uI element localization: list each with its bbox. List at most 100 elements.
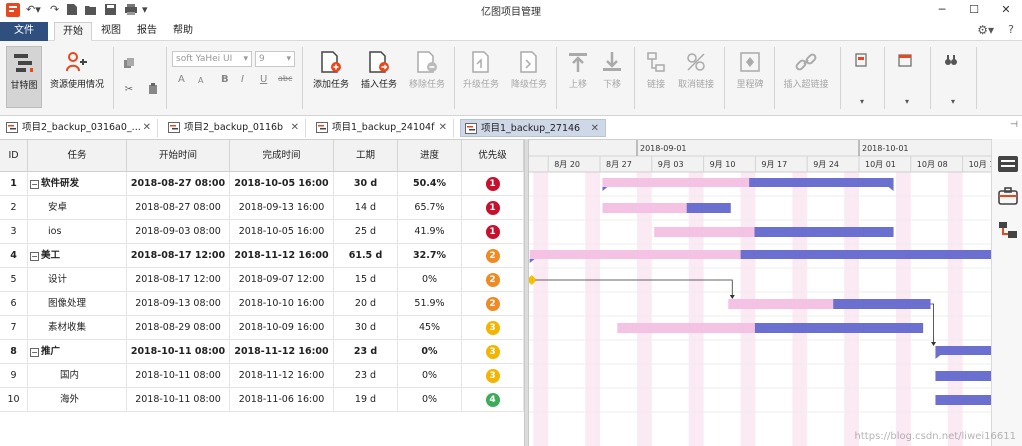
cell-start[interactable]: 2018-10-11 08:00 <box>127 364 230 388</box>
tab-view[interactable]: 视图 <box>101 25 121 36</box>
cell-task[interactable]: 设计 <box>28 268 127 292</box>
redo-icon[interactable]: ↷ <box>50 3 60 16</box>
collapse-icon[interactable]: − <box>30 348 39 357</box>
column-header-duration[interactable]: 工期 <box>334 140 398 172</box>
pane-splitter[interactable] <box>524 139 529 446</box>
copy-icon[interactable] <box>122 57 136 71</box>
doc-tab[interactable]: 项目2_backup_0316a0_... ✕ <box>2 119 158 137</box>
cell-end[interactable]: 2018-11-06 16:00 <box>230 388 334 412</box>
move-up-button[interactable]: 上移 <box>562 46 594 108</box>
resource-usage-button[interactable]: 资源使用情况 <box>46 46 108 108</box>
cell-start[interactable]: 2018-10-11 08:00 <box>127 388 230 412</box>
cell-progress[interactable]: 65.7% <box>398 196 462 220</box>
new-icon[interactable] <box>66 3 78 17</box>
cell-duration[interactable]: 30 d <box>334 172 398 196</box>
close-tab-icon[interactable]: ✕ <box>590 123 599 134</box>
strikethrough-button[interactable]: abc <box>278 74 293 83</box>
calendar-icon[interactable] <box>898 53 912 67</box>
remove-task-button[interactable]: 移除任务 <box>404 46 450 108</box>
cell-priority[interactable]: 1 <box>462 172 524 196</box>
cell-priority[interactable]: 2 <box>462 292 524 316</box>
cell-duration[interactable]: 15 d <box>334 268 398 292</box>
cell-end[interactable]: 2018-11-12 16:00 <box>230 244 334 268</box>
cell-progress[interactable]: 50.4% <box>398 172 462 196</box>
resource-icon[interactable] <box>997 219 1019 241</box>
doc-tab[interactable]: 项目1_backup_24104f ✕ <box>312 119 454 137</box>
column-header-end[interactable]: 完成时间 <box>230 140 334 172</box>
cell-start[interactable]: 2018-09-03 08:00 <box>127 220 230 244</box>
cell-id[interactable]: 7 <box>0 316 28 340</box>
cell-task[interactable]: − 推广 <box>28 340 127 364</box>
font-family-select[interactable]: soft YaHei UI ▾ <box>172 51 252 67</box>
close-tab-icon[interactable]: ✕ <box>438 122 447 133</box>
table-row[interactable]: 6 图像处理 2018-09-13 08:00 2018-10-10 16:00 20 … <box>0 292 524 316</box>
maximize-icon[interactable]: ☐ <box>969 3 979 16</box>
cell-task[interactable]: 安卓 <box>28 196 127 220</box>
cell-priority[interactable]: 3 <box>462 316 524 340</box>
cell-id[interactable]: 5 <box>0 268 28 292</box>
cell-task[interactable]: 海外 <box>28 388 127 412</box>
cell-start[interactable]: 2018-08-27 08:00 <box>127 172 230 196</box>
cell-progress[interactable]: 51.9% <box>398 292 462 316</box>
cell-id[interactable]: 2 <box>0 196 28 220</box>
table-row[interactable]: 3 ios 2018-09-03 08:00 2018-10-05 16:00 25 d… <box>0 220 524 244</box>
insert-task-button[interactable]: 插入任务 <box>356 46 402 108</box>
cell-id[interactable]: 6 <box>0 292 28 316</box>
cell-priority[interactable]: 3 <box>462 340 524 364</box>
cell-duration[interactable]: 14 d <box>334 196 398 220</box>
table-row[interactable]: 10 海外 2018-10-11 08:00 2018-11-06 16:00 19 d… <box>0 388 524 412</box>
cell-start[interactable]: 2018-08-27 08:00 <box>127 196 230 220</box>
milestone-button[interactable]: 里程碑 <box>730 46 770 108</box>
cell-task[interactable]: − 美工 <box>28 244 127 268</box>
cell-end[interactable]: 2018-10-10 16:00 <box>230 292 334 316</box>
cell-duration[interactable]: 30 d <box>334 316 398 340</box>
cell-progress[interactable]: 45% <box>398 316 462 340</box>
collapse-icon[interactable]: − <box>30 180 39 189</box>
save-icon[interactable] <box>104 3 117 17</box>
cell-end[interactable]: 2018-10-09 16:00 <box>230 316 334 340</box>
cell-task[interactable]: ios <box>28 220 127 244</box>
doc-tab[interactable]: 项目2_backup_0116b ✕ <box>164 119 306 137</box>
tab-start[interactable]: 开始 <box>54 22 92 41</box>
cell-duration[interactable]: 23 d <box>334 364 398 388</box>
cell-id[interactable]: 10 <box>0 388 28 412</box>
cell-progress[interactable]: 0% <box>398 340 462 364</box>
italic-button[interactable]: I <box>241 74 244 85</box>
open-icon[interactable] <box>84 3 98 17</box>
cell-duration[interactable]: 23 d <box>334 340 398 364</box>
downgrade-task-button[interactable]: 降级任务 <box>506 46 552 108</box>
cell-progress[interactable]: 0% <box>398 388 462 412</box>
briefcase-icon[interactable] <box>997 185 1019 207</box>
font-size-select[interactable]: 9 ▾ <box>255 51 295 67</box>
cell-task[interactable]: 素材收集 <box>28 316 127 340</box>
cell-progress[interactable]: 41.9% <box>398 220 462 244</box>
cell-id[interactable]: 1 <box>0 172 28 196</box>
minimize-icon[interactable]: ─ <box>938 3 946 16</box>
cell-task[interactable]: − 软件研发 <box>28 172 127 196</box>
cell-duration[interactable]: 20 d <box>334 292 398 316</box>
bold-button[interactable]: B <box>221 74 229 85</box>
close-tab-icon[interactable]: ✕ <box>290 122 299 133</box>
cell-end[interactable]: 2018-11-12 16:00 <box>230 364 334 388</box>
unlink-button[interactable]: 取消链接 <box>674 46 718 108</box>
tab-help[interactable]: 帮助 <box>173 25 193 36</box>
cell-task[interactable]: 图像处理 <box>28 292 127 316</box>
cell-start[interactable]: 2018-08-17 12:00 <box>127 268 230 292</box>
close-icon[interactable]: ✕ <box>1001 3 1011 16</box>
shrink-font-button[interactable]: A <box>198 76 204 85</box>
column-header-id[interactable]: ID <box>0 140 28 172</box>
tab-report[interactable]: 报告 <box>137 25 157 36</box>
tab-file[interactable]: 文件 <box>0 22 48 41</box>
insert-hyperlink-button[interactable]: 插入超链接 <box>778 46 834 108</box>
cell-id[interactable]: 4 <box>0 244 28 268</box>
cell-id[interactable]: 9 <box>0 364 28 388</box>
column-header-start[interactable]: 开始时间 <box>127 140 230 172</box>
collapse-icon[interactable]: − <box>30 252 39 261</box>
gear-icon[interactable]: ⚙▾ <box>977 23 994 37</box>
column-header-progress[interactable]: 进度 <box>398 140 462 172</box>
chevron-down-icon[interactable]: ▾ <box>951 97 956 106</box>
cell-progress[interactable]: 0% <box>398 364 462 388</box>
cell-duration[interactable]: 61.5 d <box>334 244 398 268</box>
